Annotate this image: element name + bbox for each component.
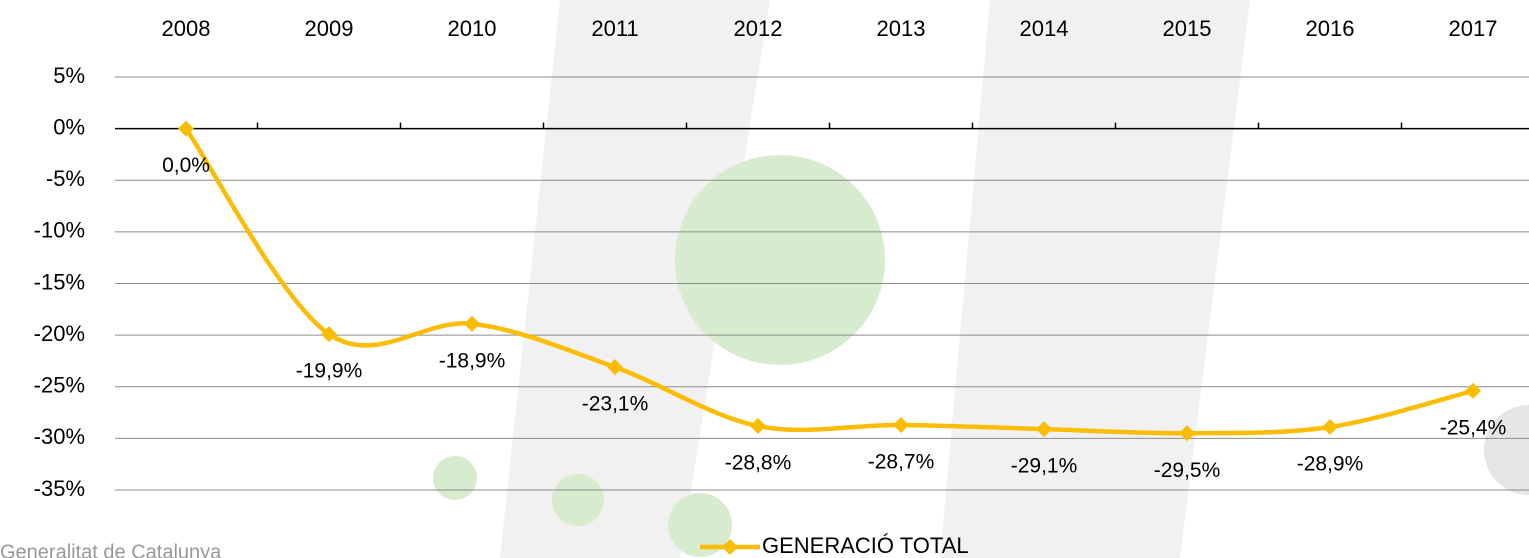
data-label: -23,1% bbox=[582, 393, 649, 416]
data-label: 0,0% bbox=[162, 154, 210, 177]
x-tick-label: 2016 bbox=[1306, 16, 1355, 41]
y-tick-label: -5% bbox=[46, 166, 85, 191]
data-label: -19,9% bbox=[296, 360, 363, 383]
x-tick-label: 2010 bbox=[448, 16, 497, 41]
y-tick-label: -30% bbox=[34, 424, 85, 449]
point-marker bbox=[1322, 419, 1338, 435]
data-label: -25,4% bbox=[1440, 416, 1507, 439]
watermark bbox=[433, 0, 1529, 558]
data-label: -28,8% bbox=[725, 452, 792, 475]
x-tick-label: 2008 bbox=[162, 16, 211, 41]
y-tick-label: -15% bbox=[34, 269, 85, 294]
chart: Generalitat de Catalunya 5% 0% -5% -10% -15%… bbox=[0, 0, 1529, 558]
y-tick-label: 5% bbox=[53, 63, 85, 88]
watermark-shape bbox=[433, 456, 477, 500]
x-tick-label: 2017 bbox=[1449, 16, 1498, 41]
x-tick-label: 2013 bbox=[877, 16, 926, 41]
x-tick-label: 2009 bbox=[305, 16, 354, 41]
y-tick-label: -35% bbox=[34, 476, 85, 501]
data-label: -28,9% bbox=[1297, 453, 1364, 476]
y-tick-label: -20% bbox=[34, 321, 85, 346]
watermark-shape bbox=[552, 474, 604, 526]
data-label: -29,1% bbox=[1011, 455, 1078, 478]
x-tick-label: 2014 bbox=[1020, 16, 1069, 41]
point-marker bbox=[464, 316, 480, 332]
y-tick-label: -25% bbox=[34, 373, 85, 398]
y-tick-label: -10% bbox=[34, 218, 85, 243]
data-label: -18,9% bbox=[439, 349, 506, 372]
x-tick-label: 2015 bbox=[1163, 16, 1212, 41]
y-tick-label: 0% bbox=[53, 114, 85, 139]
x-tick-label: 2011 bbox=[591, 16, 638, 41]
point-marker bbox=[893, 417, 909, 433]
data-label: -28,7% bbox=[868, 450, 935, 473]
point-marker bbox=[750, 418, 766, 434]
x-tick-label: 2012 bbox=[734, 16, 783, 41]
footer-text: Generalitat de Catalunya bbox=[0, 541, 222, 558]
point-marker bbox=[1465, 383, 1481, 399]
data-label: -29,5% bbox=[1154, 459, 1221, 482]
legend-label: GENERACIÓ TOTAL bbox=[762, 533, 969, 558]
watermark-shape bbox=[675, 155, 885, 365]
